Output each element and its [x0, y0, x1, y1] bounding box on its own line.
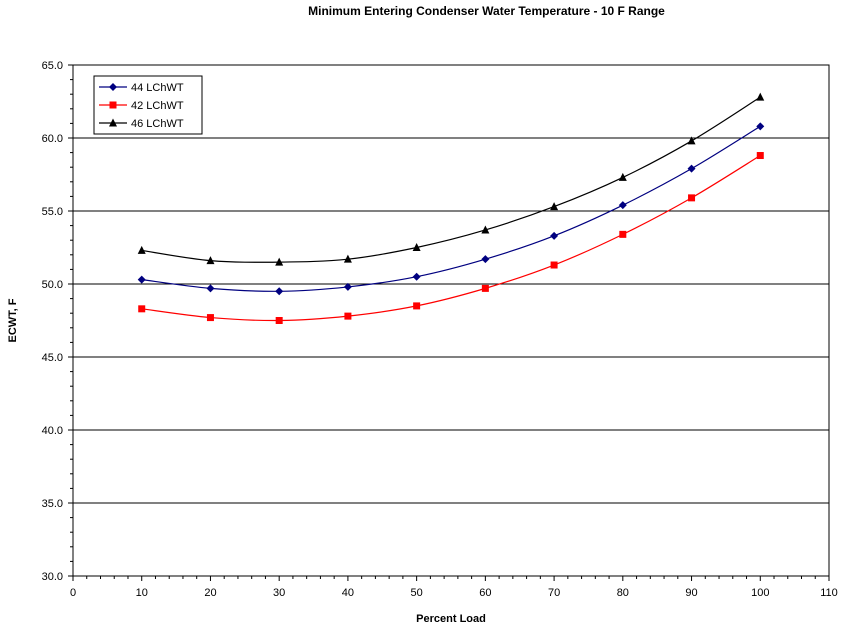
data-point-triangle [343, 254, 352, 263]
data-point-diamond [756, 122, 765, 131]
x-tick-label: 100 [751, 587, 769, 599]
series-44-lchwt [137, 122, 765, 296]
data-point-diamond [275, 287, 284, 296]
y-tick-label: 40.0 [42, 425, 63, 437]
x-axis-title: Percent Load [416, 613, 486, 625]
y-tick-label: 30.0 [42, 571, 63, 583]
x-tick-label: 10 [136, 587, 148, 599]
data-point-triangle [756, 92, 765, 101]
data-point-square [756, 152, 764, 160]
data-point-triangle [206, 256, 215, 265]
data-point-diamond [550, 231, 559, 240]
data-point-triangle [412, 243, 421, 251]
legend: 44 LChWT 42 LChWT 46 LChWT [93, 75, 203, 135]
y-tick-label: 35.0 [42, 498, 63, 510]
x-tick-label: 70 [548, 587, 560, 599]
x-tick-label: 50 [411, 587, 423, 599]
data-point-square [481, 284, 489, 292]
y-tick-label: 45.0 [42, 352, 63, 364]
x-tick-label: 80 [617, 587, 629, 599]
data-point-square [109, 101, 117, 109]
data-point-triangle [275, 257, 284, 266]
data-point-diamond [481, 255, 490, 264]
x-tick-label: 90 [685, 587, 697, 599]
data-point-square [138, 305, 146, 313]
gridlines [73, 137, 829, 504]
y-tick-label: 55.0 [42, 206, 63, 218]
legend-label: 44 LChWT [131, 82, 184, 94]
data-point-diamond [137, 275, 146, 284]
plot-area-frame [72, 64, 830, 577]
data-point-diamond [206, 284, 215, 293]
data-point-diamond [618, 201, 627, 210]
data-point-square [413, 302, 421, 310]
data-point-triangle [481, 225, 490, 234]
x-tick-label: 30 [273, 587, 285, 599]
chart-title: Minimum Entering Condenser Water Tempera… [308, 4, 665, 18]
data-point-triangle [618, 172, 627, 181]
data-point-square [344, 312, 352, 320]
data-point-triangle [109, 118, 117, 127]
y-tick-label: 65.0 [42, 60, 63, 72]
data-point-square [619, 230, 627, 238]
series-line [141, 96, 761, 263]
data-point-square [550, 261, 558, 269]
axes: 30.0 35.0 40.0 45.0 50.0 55.0 60.0 65.0 0 10 20 30 4… [42, 60, 838, 599]
data-point-triangle [137, 245, 146, 254]
series-layer [137, 92, 765, 324]
series-line [141, 155, 761, 322]
data-point-square [688, 194, 696, 202]
data-point-triangle [687, 136, 696, 145]
series-line [141, 125, 761, 292]
x-tick-label: 60 [479, 587, 491, 599]
data-point-square [206, 314, 214, 322]
data-point-diamond [343, 282, 352, 291]
x-tick-label: 110 [820, 587, 838, 599]
x-tick-label: 20 [204, 587, 216, 599]
legend-label: 46 LChWT [131, 118, 184, 130]
data-point-square [275, 317, 283, 324]
series-42-lchwt [138, 152, 764, 324]
x-tick-label: 40 [342, 587, 354, 599]
y-tick-label: 60.0 [42, 133, 63, 145]
data-point-triangle [550, 202, 559, 211]
y-axis-title: ECWT, F [7, 298, 19, 342]
series-46-lchwt [137, 92, 765, 266]
data-point-diamond [109, 83, 117, 91]
data-point-diamond [412, 272, 421, 281]
y-tick-label: 50.0 [42, 279, 63, 291]
x-tick-label: 0 [70, 587, 76, 599]
data-point-diamond [687, 164, 696, 173]
legend-label: 42 LChWT [131, 100, 184, 112]
